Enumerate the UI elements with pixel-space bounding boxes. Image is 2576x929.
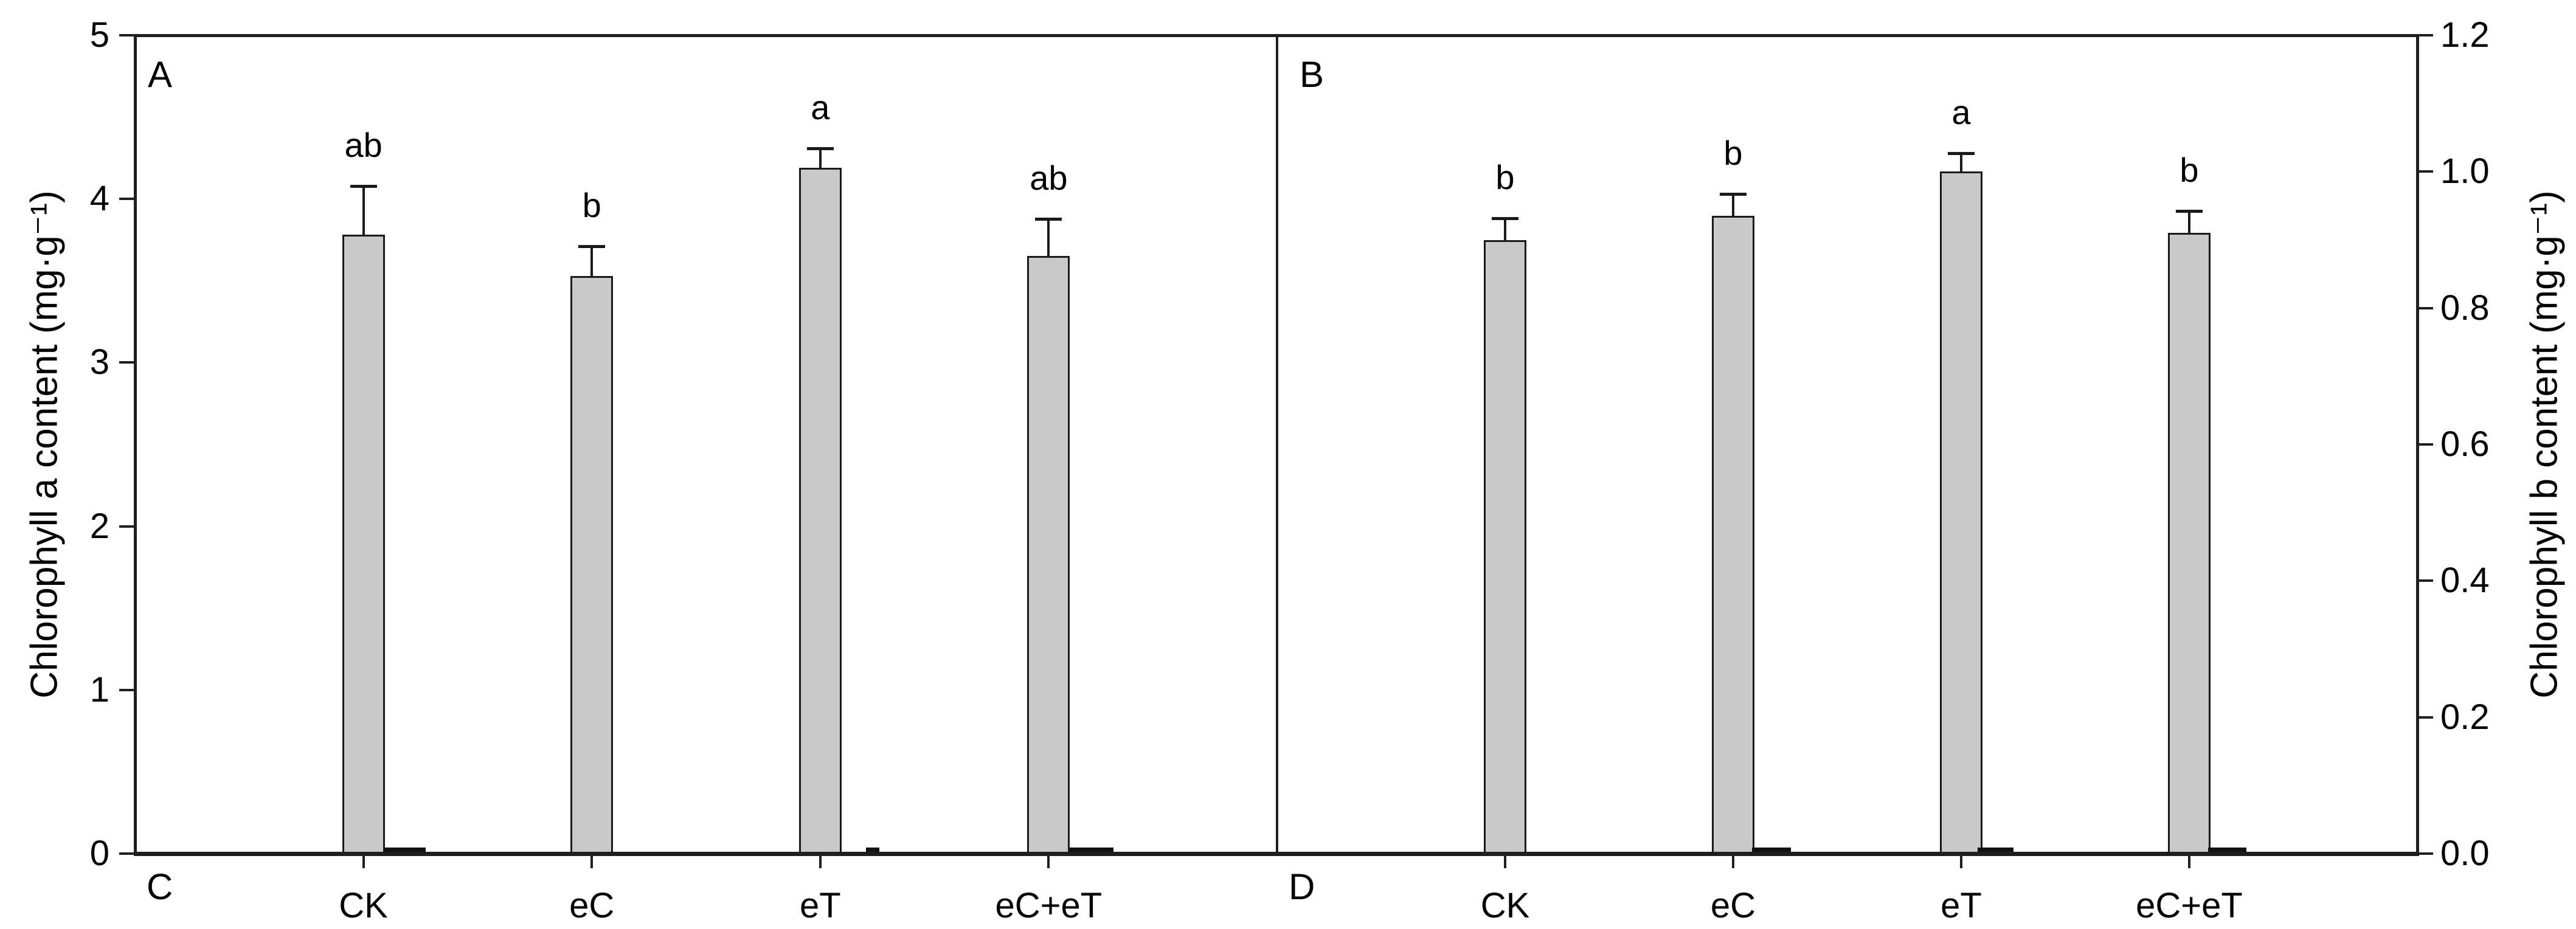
panel-label-c: C — [147, 866, 173, 907]
x-tick — [2188, 855, 2190, 868]
error-bar-cap — [1720, 193, 1747, 196]
y-tick-label-right: 1.0 — [2440, 151, 2490, 191]
category-label: eC — [1710, 886, 1756, 925]
error-bar — [2188, 211, 2190, 233]
bar-b-eC — [1712, 216, 1754, 854]
panel-divider-line — [1276, 35, 1278, 854]
y-tick-label-left: 0 — [89, 834, 109, 873]
category-label: CK — [339, 886, 388, 925]
error-bar-cap — [1035, 218, 1062, 221]
error-bar-cap — [2176, 210, 2203, 213]
sig-letter: b — [1495, 158, 1515, 196]
y-tick-label-right: 0.6 — [2440, 424, 2490, 464]
y-tick-label-right: 0.2 — [2440, 697, 2490, 737]
y-tick-label-right: 0.8 — [2440, 288, 2490, 328]
y-tick-label-right: 0.4 — [2440, 561, 2490, 600]
sig-letter: ab — [1030, 159, 1068, 197]
x-tick — [1504, 855, 1506, 868]
x-tick — [819, 855, 822, 868]
y-tick-right — [2417, 716, 2433, 719]
x-tick — [1047, 855, 1050, 868]
error-bar-cap — [350, 185, 377, 188]
category-label: eT — [1941, 886, 1982, 925]
panel-label-a: A — [148, 54, 173, 95]
y-tick-left — [119, 852, 135, 855]
y-tick-right — [2417, 170, 2433, 173]
x-tick — [362, 855, 365, 868]
x-axis-line — [135, 852, 2417, 856]
sig-letter: a — [1951, 93, 1971, 131]
bar-b-eC+eT — [2168, 233, 2211, 854]
error-bar — [819, 148, 822, 168]
y-tick-left — [119, 361, 135, 364]
error-bar — [1732, 194, 1734, 216]
error-bar-cap — [1948, 152, 1975, 155]
bar-b-eT — [1940, 171, 1982, 854]
left-axis-title: Chlorophyll a content (mg·g⁻¹) — [23, 190, 66, 699]
left-y-axis-line — [134, 34, 137, 856]
sig-letter: b — [582, 186, 601, 224]
bar-a-eC+eT — [1027, 256, 1070, 854]
sig-letter: ab — [344, 126, 383, 164]
right-axis-title: Chlorophyll b content (mg·g⁻¹) — [2523, 190, 2566, 699]
category-label: eC — [569, 886, 615, 925]
y-tick-left — [119, 198, 135, 200]
y-tick-label-left: 1 — [89, 670, 109, 710]
right-y-axis-line — [2416, 34, 2419, 856]
panel-label-d: D — [1289, 866, 1315, 907]
error-bar-cap — [578, 245, 606, 248]
error-bar — [590, 246, 594, 276]
error-bar — [1504, 218, 1506, 240]
bar-a-CK — [342, 235, 385, 854]
y-tick-right — [2417, 852, 2433, 855]
x-tick — [1960, 855, 1962, 868]
y-tick-label-right: 0.0 — [2440, 834, 2490, 873]
y-tick-label-left: 2 — [89, 506, 109, 546]
y-tick-left — [119, 34, 135, 36]
sig-letter: a — [811, 88, 830, 126]
y-tick-right — [2417, 34, 2433, 36]
y-tick-right — [2417, 443, 2433, 446]
category-label: eT — [799, 886, 841, 925]
y-tick-left — [119, 525, 135, 528]
error-bar — [1047, 219, 1050, 256]
bar-b-CK — [1484, 240, 1526, 854]
y-tick-right — [2417, 579, 2433, 582]
sig-letter: b — [2180, 151, 2199, 189]
y-tick-left — [119, 689, 135, 691]
error-bar — [362, 186, 365, 235]
category-label: CK — [1480, 886, 1530, 925]
error-bar-cap — [806, 147, 834, 150]
y-tick-right — [2417, 307, 2433, 309]
category-label: eC+eT — [995, 886, 1103, 925]
sig-letter: b — [1723, 134, 1743, 172]
y-tick-label-left: 3 — [89, 342, 109, 382]
x-tick — [1732, 855, 1734, 868]
y-tick-label-left: 5 — [89, 15, 109, 55]
category-label: eC+eT — [2136, 886, 2243, 925]
x-tick — [590, 855, 594, 868]
error-bar-cap — [1492, 217, 1518, 220]
panel-label-b: B — [1300, 54, 1324, 95]
y-tick-label-right: 1.2 — [2440, 15, 2490, 55]
y-tick-label-left: 4 — [89, 179, 109, 218]
bar-a-eT — [798, 168, 842, 854]
bar-a-eC — [570, 276, 614, 854]
error-bar — [1960, 153, 1962, 171]
